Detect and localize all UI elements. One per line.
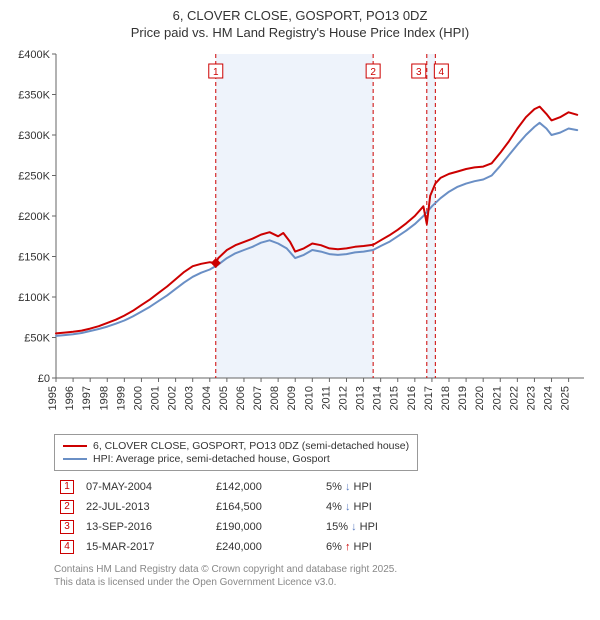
svg-text:2014: 2014: [372, 386, 384, 410]
svg-text:2001: 2001: [150, 386, 162, 410]
transaction-price: £190,000: [210, 517, 320, 537]
svg-text:2019: 2019: [457, 386, 469, 410]
transaction-delta: 15% ↓ HPI: [320, 517, 554, 537]
title-line-1: 6, CLOVER CLOSE, GOSPORT, PO13 0DZ: [10, 8, 590, 25]
svg-text:2025: 2025: [560, 386, 572, 410]
legend-row: HPI: Average price, semi-detached house,…: [63, 453, 409, 465]
table-row: 4 15-MAR-2017£240,0006% ↑ HPI: [54, 537, 554, 557]
svg-text:2015: 2015: [389, 386, 401, 410]
table-row: 3 13-SEP-2016£190,00015% ↓ HPI: [54, 517, 554, 537]
svg-text:1998: 1998: [98, 386, 110, 410]
table-row: 1 07-MAY-2004£142,0005% ↓ HPI: [54, 477, 554, 497]
svg-text:£50K: £50K: [24, 332, 50, 344]
svg-text:3: 3: [416, 67, 422, 78]
transaction-marker: 1: [60, 480, 74, 494]
svg-text:2011: 2011: [320, 386, 332, 410]
transaction-marker: 2: [60, 500, 74, 514]
transaction-price: £164,500: [210, 497, 320, 517]
svg-text:2012: 2012: [337, 386, 349, 410]
transaction-price: £142,000: [210, 477, 320, 497]
svg-text:2: 2: [370, 67, 376, 78]
chart-svg: £0 £50K £100K £150K £200K £250K £300K £350K £400…: [10, 48, 590, 428]
svg-text:1995: 1995: [47, 386, 59, 410]
svg-text:1996: 1996: [64, 386, 76, 410]
svg-text:2009: 2009: [286, 386, 298, 410]
svg-text:2022: 2022: [508, 386, 520, 410]
footer-line-2: This data is licensed under the Open Gov…: [54, 576, 590, 589]
svg-text:2007: 2007: [252, 386, 264, 410]
legend-swatch: [63, 458, 87, 460]
svg-text:2016: 2016: [406, 386, 418, 410]
svg-text:2021: 2021: [491, 386, 503, 410]
legend-label: HPI: Average price, semi-detached house,…: [93, 453, 330, 465]
svg-text:£0: £0: [38, 373, 50, 385]
svg-text:£300K: £300K: [18, 130, 50, 142]
svg-text:2010: 2010: [303, 386, 315, 410]
footer-line-1: Contains HM Land Registry data © Crown c…: [54, 563, 590, 576]
transaction-date: 22-JUL-2013: [80, 497, 210, 517]
data-attribution: Contains HM Land Registry data © Crown c…: [54, 563, 590, 589]
svg-text:1: 1: [213, 67, 219, 78]
svg-text:2018: 2018: [440, 386, 452, 410]
title-line-2: Price paid vs. HM Land Registry's House …: [10, 25, 590, 42]
svg-text:4: 4: [439, 67, 445, 78]
svg-text:2004: 2004: [201, 386, 213, 410]
legend: 6, CLOVER CLOSE, GOSPORT, PO13 0DZ (semi…: [54, 434, 418, 471]
svg-text:2013: 2013: [355, 386, 367, 410]
svg-text:£150K: £150K: [18, 251, 50, 263]
svg-text:£400K: £400K: [18, 49, 50, 61]
legend-label: 6, CLOVER CLOSE, GOSPORT, PO13 0DZ (semi…: [93, 440, 409, 452]
svg-text:£200K: £200K: [18, 211, 50, 223]
svg-text:1999: 1999: [115, 386, 127, 410]
svg-text:2020: 2020: [474, 386, 486, 410]
chart-title: 6, CLOVER CLOSE, GOSPORT, PO13 0DZ Price…: [10, 8, 590, 42]
svg-text:1997: 1997: [81, 386, 93, 410]
transaction-delta: 6% ↑ HPI: [320, 537, 554, 557]
transaction-marker: 4: [60, 540, 74, 554]
svg-text:£350K: £350K: [18, 89, 50, 101]
svg-text:£250K: £250K: [18, 170, 50, 182]
svg-text:2008: 2008: [269, 386, 281, 410]
svg-text:2023: 2023: [525, 386, 537, 410]
transaction-marker: 3: [60, 520, 74, 534]
legend-row: 6, CLOVER CLOSE, GOSPORT, PO13 0DZ (semi…: [63, 440, 409, 452]
svg-text:2005: 2005: [218, 386, 230, 410]
transaction-date: 15-MAR-2017: [80, 537, 210, 557]
svg-text:£100K: £100K: [18, 292, 50, 304]
svg-text:2000: 2000: [132, 386, 144, 410]
svg-text:2024: 2024: [543, 386, 555, 410]
transaction-delta: 4% ↓ HPI: [320, 497, 554, 517]
transaction-table: 1 07-MAY-2004£142,0005% ↓ HPI 2 22-JUL-2013…: [54, 477, 554, 557]
transaction-price: £240,000: [210, 537, 320, 557]
svg-text:2017: 2017: [423, 386, 435, 410]
transaction-date: 07-MAY-2004: [80, 477, 210, 497]
table-row: 2 22-JUL-2013£164,5004% ↓ HPI: [54, 497, 554, 517]
svg-text:2003: 2003: [184, 386, 196, 410]
price-chart: £0 £50K £100K £150K £200K £250K £300K £350K £400…: [10, 48, 590, 428]
svg-text:2006: 2006: [235, 386, 247, 410]
transaction-date: 13-SEP-2016: [80, 517, 210, 537]
svg-text:2002: 2002: [167, 386, 179, 410]
transaction-delta: 5% ↓ HPI: [320, 477, 554, 497]
legend-swatch: [63, 445, 87, 447]
